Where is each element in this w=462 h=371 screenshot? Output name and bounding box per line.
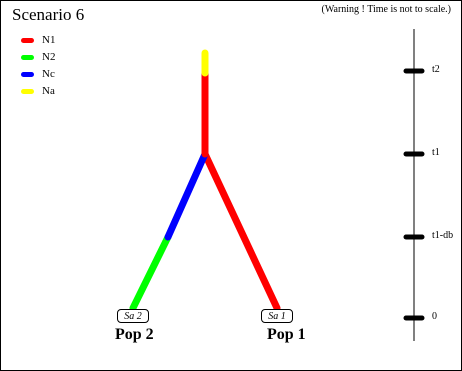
branch-pop2-lower: [129, 233, 172, 312]
time-label-0: 0: [432, 311, 437, 322]
sample-label-sa2: Sa 2: [117, 309, 149, 323]
legend-label-na: Na: [42, 85, 55, 97]
legend-swatch-na: [21, 89, 34, 94]
legend-label-n2: N2: [42, 51, 56, 63]
branch-pop2-upper: [164, 150, 209, 241]
scenario-title: Scenario 6: [12, 5, 85, 24]
time-label-t2: t2: [432, 64, 440, 75]
legend-label-nc: Nc: [42, 68, 55, 80]
time-scale-warning: (Warning ! Time is not to scale.): [321, 4, 451, 15]
legend-label-n1: N1: [42, 34, 56, 46]
time-label-t1-db: t1-db: [432, 230, 454, 241]
branch-pop1: [201, 150, 281, 312]
population-label-pop1: Pop 1: [267, 326, 306, 343]
sample-label-sa1: Sa 1: [261, 309, 293, 323]
legend-swatch-n2: [21, 55, 34, 60]
legend-swatch-nc: [21, 72, 34, 77]
population-label-pop2: Pop 2: [115, 326, 154, 343]
legend-swatch-n1: [21, 38, 34, 43]
time-label-t1: t1: [432, 147, 440, 158]
